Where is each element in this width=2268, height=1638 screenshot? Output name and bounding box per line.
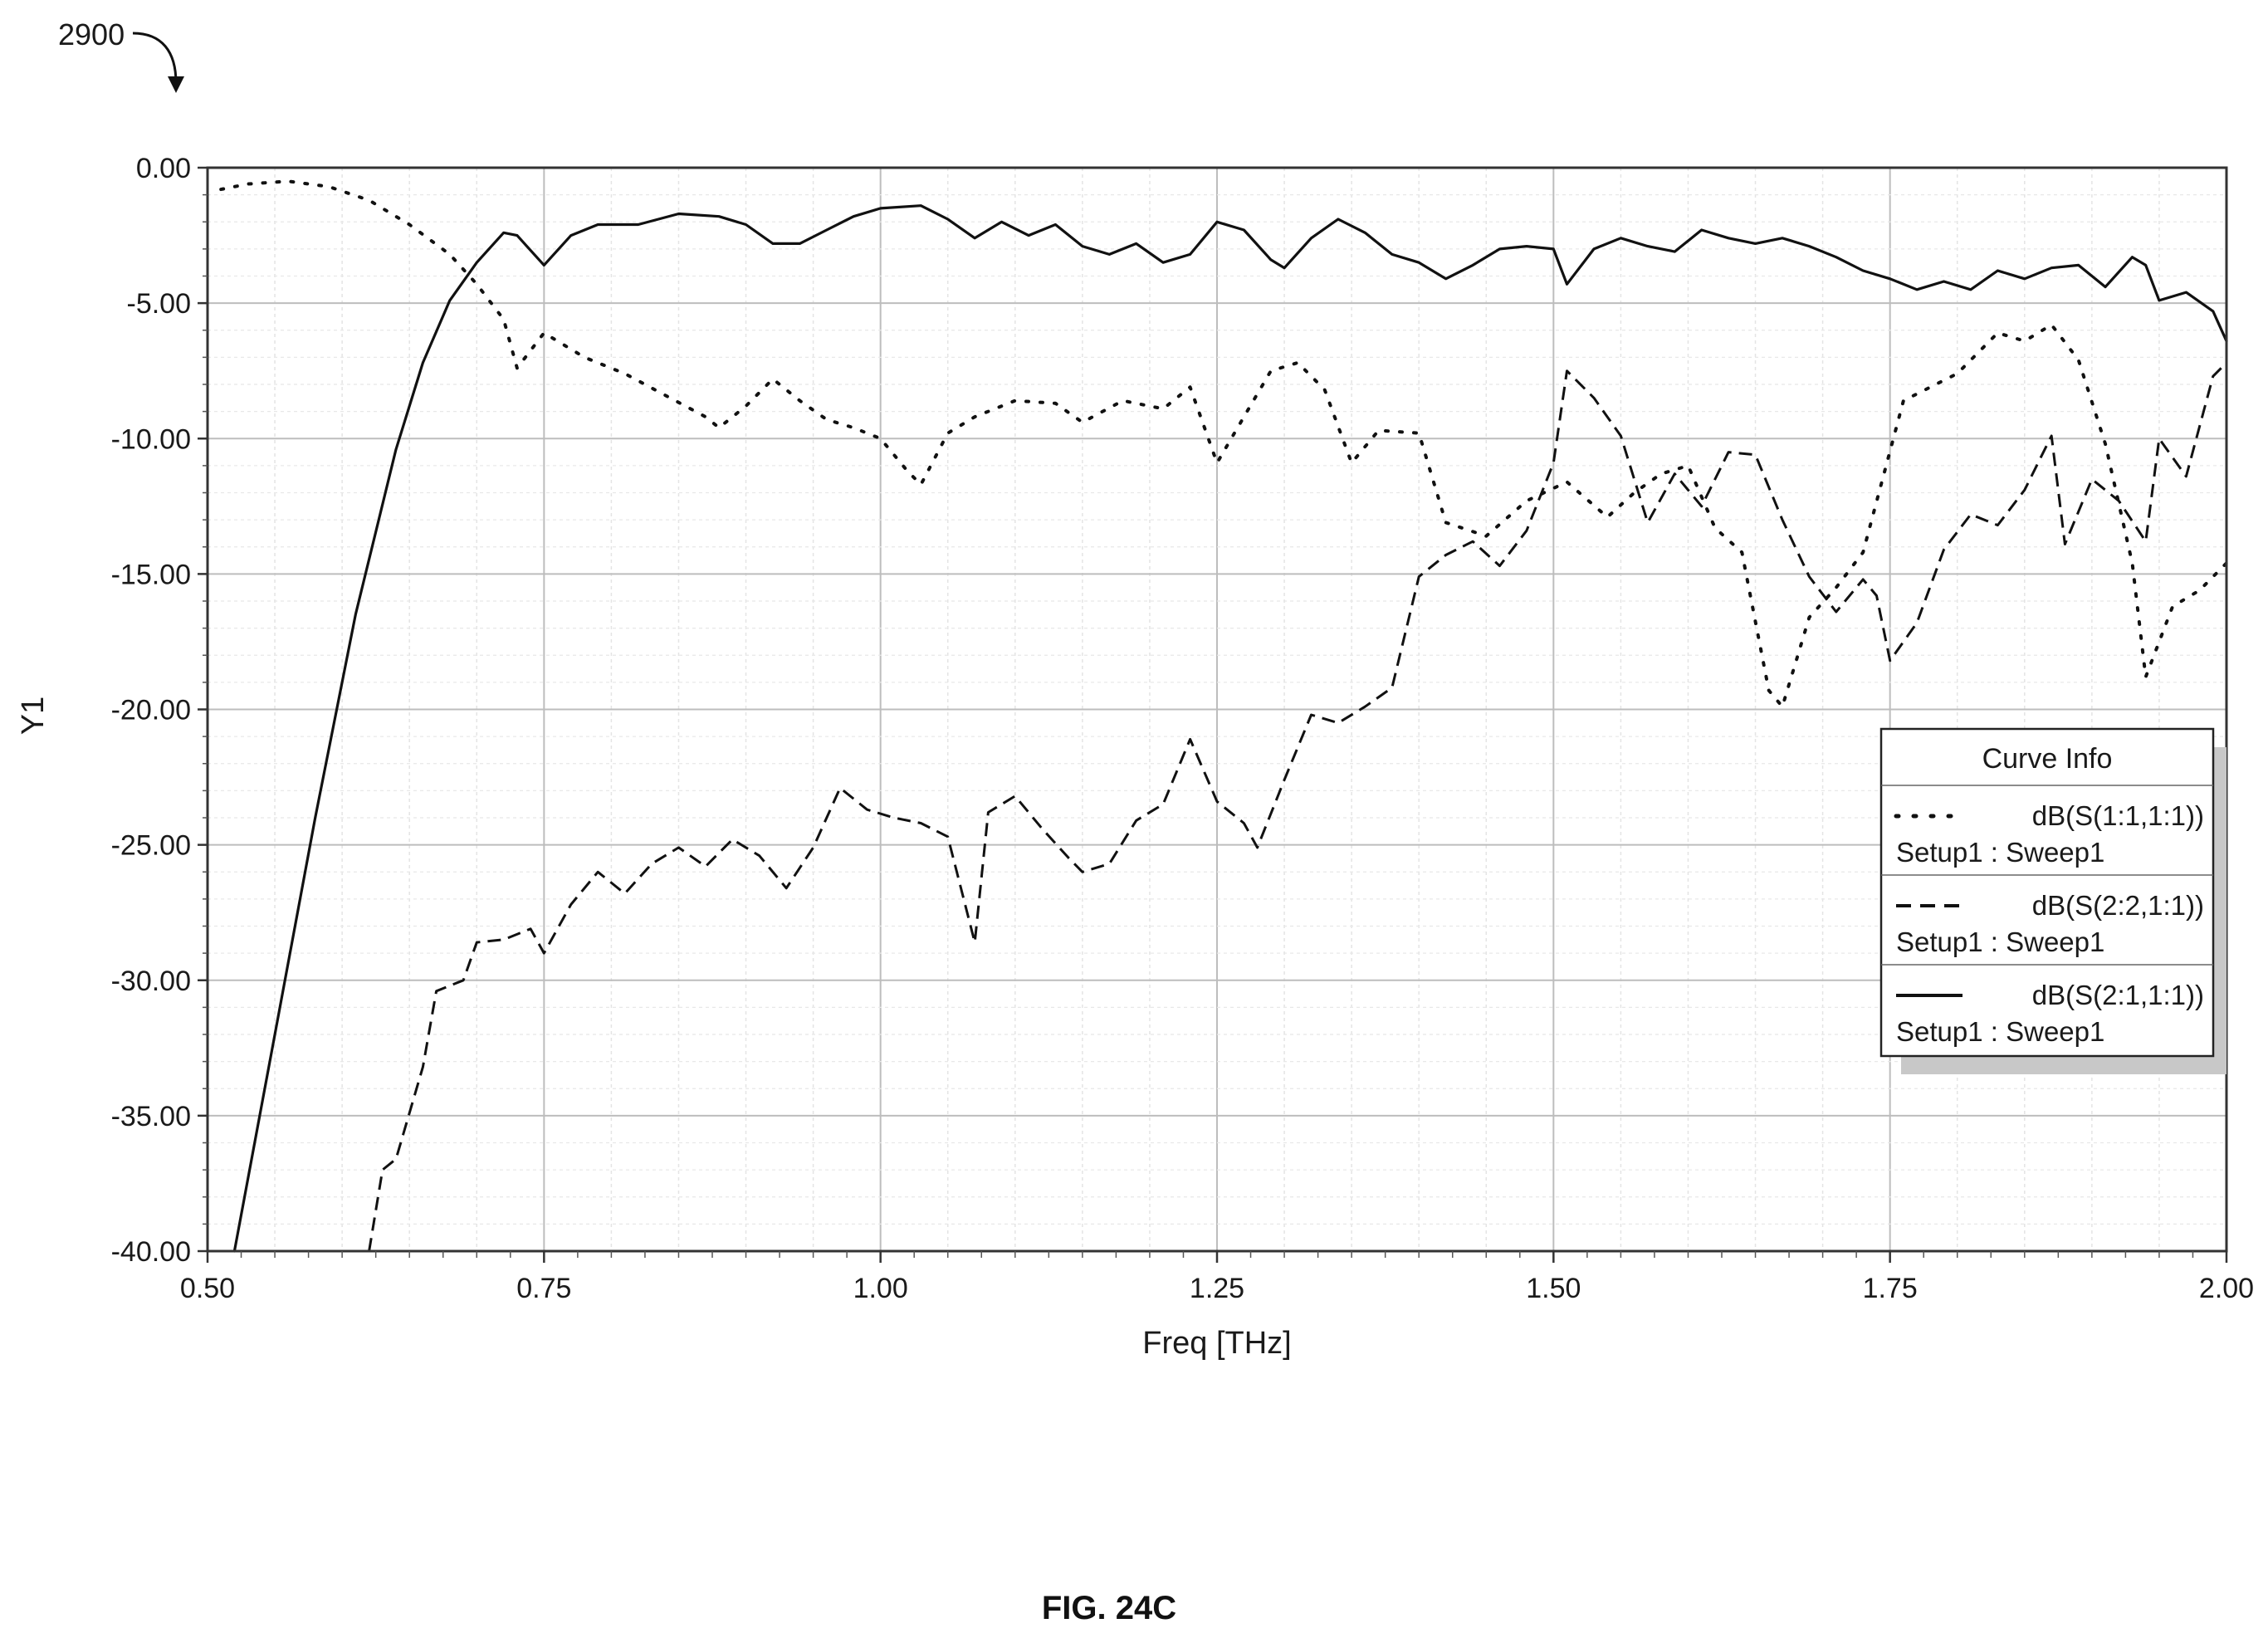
x-tick-label: 1.50 (1526, 1273, 1581, 1304)
legend-entry-name: dB(S(2:2,1:1)) (2032, 890, 2204, 921)
legend-entry-setup: Setup1 : Sweep1 (1896, 837, 2104, 868)
y-axis-ticks: 0.00 -5.00 -10.00 -15.00 -20.00 -25.00 -30.00 -… (111, 153, 208, 1268)
series-line-3 (232, 204, 2228, 1253)
x-axis-ticks: 0.50 0.75 1.00 1.25 1.50 1.75 2.00 (180, 1251, 2254, 1304)
y-tick-label: -5.00 (127, 288, 192, 320)
y-tick-label: -40.00 (111, 1236, 191, 1268)
figure-caption: FIG. 24C (1042, 1590, 1176, 1626)
series-lines (219, 179, 2228, 1253)
legend-entry-setup: Setup1 : Sweep1 (1896, 927, 2104, 957)
y-tick-label: -10.00 (111, 423, 191, 455)
x-tick-label: 2.00 (2199, 1273, 2254, 1304)
x-axis-label: Freq [THz] (1142, 1326, 1291, 1361)
series-line-2 (368, 361, 2228, 1252)
legend-panel (1879, 727, 2215, 1058)
y-tick-label: -25.00 (111, 830, 191, 862)
y-tick-label: -30.00 (111, 966, 191, 997)
y-tick-label: -35.00 (111, 1101, 191, 1132)
x-tick-label: 0.75 (516, 1273, 571, 1304)
reference-arrowhead-icon (168, 76, 184, 93)
x-tick-label: 0.50 (180, 1273, 235, 1304)
y-tick-label: 0.00 (136, 153, 191, 184)
reference-arrow-icon (132, 32, 178, 84)
x-tick-label: 1.00 (853, 1273, 908, 1304)
x-tick-label: 1.75 (1863, 1273, 1918, 1304)
legend: Curve Info dB(S(1:1,1:1)) Setup1 : Sweep… (1879, 727, 2226, 1074)
series-line-1 (219, 179, 2228, 709)
plot-area: 0.00 -5.00 -10.00 -15.00 -20.00 -25.00 -30.00 -… (111, 153, 2255, 1304)
y-tick-label: -15.00 (111, 559, 191, 590)
legend-entry-name: dB(S(2:1,1:1)) (2032, 980, 2204, 1010)
x-tick-label: 1.25 (1190, 1273, 1244, 1304)
y-axis-label: Y1 (16, 697, 51, 735)
y-tick-label: -20.00 (111, 695, 191, 726)
legend-entry-name: dB(S(1:1,1:1)) (2032, 800, 2204, 831)
legend-entry-setup: Setup1 : Sweep1 (1896, 1016, 2104, 1047)
legend-title: Curve Info (1982, 743, 2113, 775)
reference-numeral: 2900 (58, 17, 125, 51)
